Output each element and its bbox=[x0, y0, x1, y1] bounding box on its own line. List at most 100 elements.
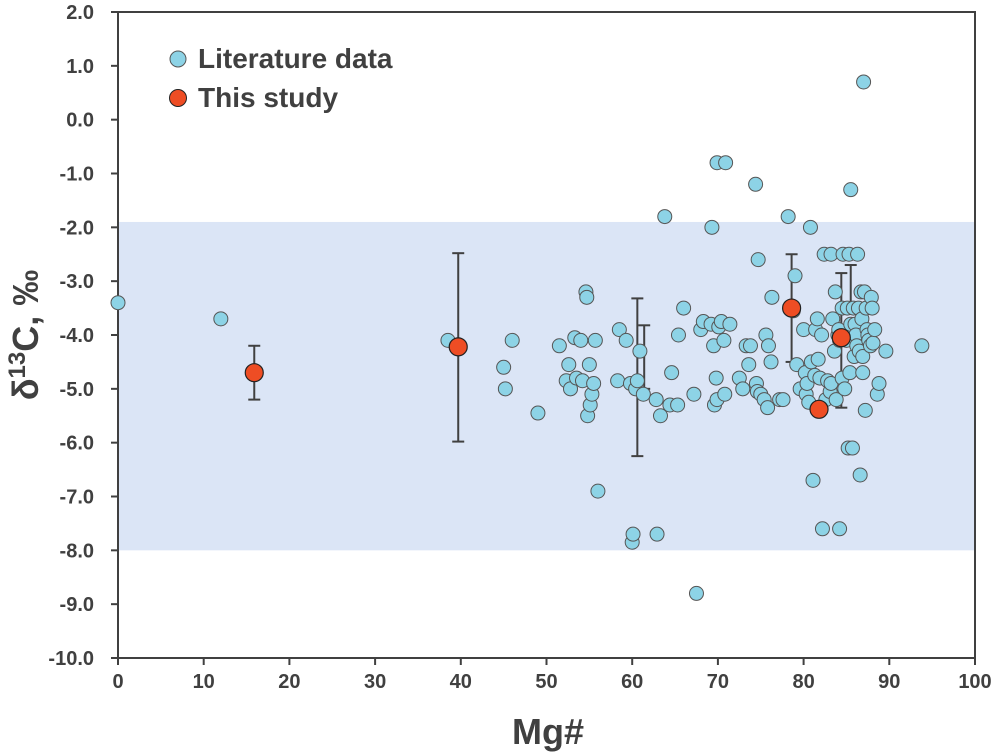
literature-data-point bbox=[625, 526, 641, 542]
literature-data-point bbox=[686, 386, 702, 402]
literature-data-point bbox=[561, 357, 577, 373]
this-study-point bbox=[809, 399, 829, 419]
legend-label-literature: Literature data bbox=[198, 43, 393, 74]
literature-data-point bbox=[629, 373, 645, 389]
literature-data-point bbox=[670, 327, 686, 343]
literature-data-point bbox=[763, 354, 779, 370]
literature-data-point bbox=[530, 405, 546, 421]
literature-data-point bbox=[648, 392, 664, 408]
literature-data-point bbox=[704, 219, 720, 235]
literature-data-point bbox=[764, 289, 780, 305]
literature-data-point bbox=[110, 295, 126, 311]
literature-data-point bbox=[213, 311, 229, 327]
literature-data-point bbox=[717, 386, 733, 402]
y-axis-title-superscript: 13 bbox=[4, 352, 31, 379]
literature-data-point bbox=[610, 373, 626, 389]
axis-ticks: 0 10 20 30 40 50 60 70 80 90 100 2.0 1.0 0.0 -1.0 -2.0 -… bbox=[48, 2, 991, 693]
literature-data-point bbox=[748, 176, 764, 192]
literature-data-point bbox=[676, 300, 692, 316]
literature-data-point bbox=[708, 370, 724, 386]
x-tick-label: 30 bbox=[364, 671, 386, 693]
literature-data-point bbox=[496, 359, 512, 375]
legend-label-this-study: This study bbox=[198, 82, 338, 113]
y-tick-label: 0.0 bbox=[66, 110, 94, 132]
literature-data-point bbox=[635, 386, 651, 402]
y-tick-label: -3.0 bbox=[60, 271, 94, 293]
literature-data-point bbox=[844, 440, 860, 456]
literature-data-point bbox=[573, 332, 589, 348]
x-tick-label: 80 bbox=[792, 671, 814, 693]
literature-data-point bbox=[809, 311, 825, 327]
literature-data-point bbox=[837, 381, 853, 397]
literature-data-point bbox=[775, 392, 791, 408]
this-study-point bbox=[244, 363, 264, 383]
literature-data-point bbox=[842, 365, 858, 381]
literature-data-point bbox=[760, 400, 776, 416]
literature-data-point bbox=[735, 381, 751, 397]
y-tick-label: -7.0 bbox=[60, 487, 94, 509]
literature-data-point bbox=[865, 335, 881, 351]
literature-data-point bbox=[787, 268, 803, 284]
literature-data-point bbox=[618, 332, 634, 348]
literature-data-point bbox=[855, 349, 871, 365]
this-study-point bbox=[448, 337, 468, 357]
literature-data-point bbox=[670, 397, 686, 413]
literature-data-point bbox=[718, 155, 734, 171]
y-axis-title: δ13C, ‰ bbox=[4, 270, 46, 401]
literature-data-point bbox=[780, 209, 796, 225]
x-tick-label: 40 bbox=[450, 671, 472, 693]
literature-data-point bbox=[828, 392, 844, 408]
x-tick-label: 60 bbox=[621, 671, 643, 693]
y-tick-label: 2.0 bbox=[66, 2, 94, 24]
literature-data-point bbox=[855, 365, 871, 381]
literature-data-point bbox=[864, 300, 880, 316]
literature-data-point bbox=[852, 467, 868, 483]
literature-data-point bbox=[579, 289, 595, 305]
legend: Literature data This study bbox=[169, 43, 393, 113]
y-axis-title-rest: C, ‰ bbox=[5, 270, 46, 352]
x-tick-label: 20 bbox=[278, 671, 300, 693]
literature-data-point bbox=[878, 343, 894, 359]
literature-data-point bbox=[810, 351, 826, 367]
literature-data-point bbox=[586, 375, 602, 391]
literature-data-point bbox=[850, 246, 866, 262]
y-tick-label: -4.0 bbox=[60, 325, 94, 347]
literature-data-point bbox=[581, 357, 597, 373]
y-tick-label: -10.0 bbox=[48, 648, 94, 670]
literature-data-point bbox=[827, 284, 843, 300]
literature-data-point bbox=[802, 219, 818, 235]
literature-data-point bbox=[652, 408, 668, 424]
literature-data-point bbox=[867, 322, 883, 338]
literature-data-point bbox=[551, 338, 567, 354]
literature-data-point bbox=[742, 338, 758, 354]
literature-data-point bbox=[832, 521, 848, 537]
x-tick-label: 50 bbox=[535, 671, 557, 693]
literature-data-point bbox=[716, 332, 732, 348]
y-tick-label: -1.0 bbox=[60, 164, 94, 186]
literature-data-point bbox=[741, 357, 757, 373]
literature-data-point bbox=[843, 182, 859, 198]
literature-data-point bbox=[814, 327, 830, 343]
literature-data-points bbox=[110, 74, 930, 601]
this-study-point bbox=[782, 298, 802, 318]
literature-data-point bbox=[750, 252, 766, 268]
legend-marker-literature bbox=[169, 50, 187, 68]
literature-data-point bbox=[914, 338, 930, 354]
x-axis-title: Mg# bbox=[512, 711, 584, 752]
y-tick-label: -9.0 bbox=[60, 594, 94, 616]
x-tick-label: 100 bbox=[958, 671, 991, 693]
literature-data-point bbox=[504, 332, 520, 348]
literature-data-point bbox=[871, 375, 887, 391]
x-tick-label: 10 bbox=[193, 671, 215, 693]
literature-data-point bbox=[722, 316, 738, 332]
literature-data-point bbox=[649, 526, 665, 542]
x-tick-label: 90 bbox=[878, 671, 900, 693]
this-study-point bbox=[831, 328, 851, 348]
y-tick-label: -5.0 bbox=[60, 379, 94, 401]
literature-data-point bbox=[857, 402, 873, 418]
literature-data-point bbox=[587, 332, 603, 348]
literature-data-point bbox=[805, 472, 821, 488]
x-tick-label: 0 bbox=[112, 671, 123, 693]
y-tick-label: 1.0 bbox=[66, 56, 94, 78]
